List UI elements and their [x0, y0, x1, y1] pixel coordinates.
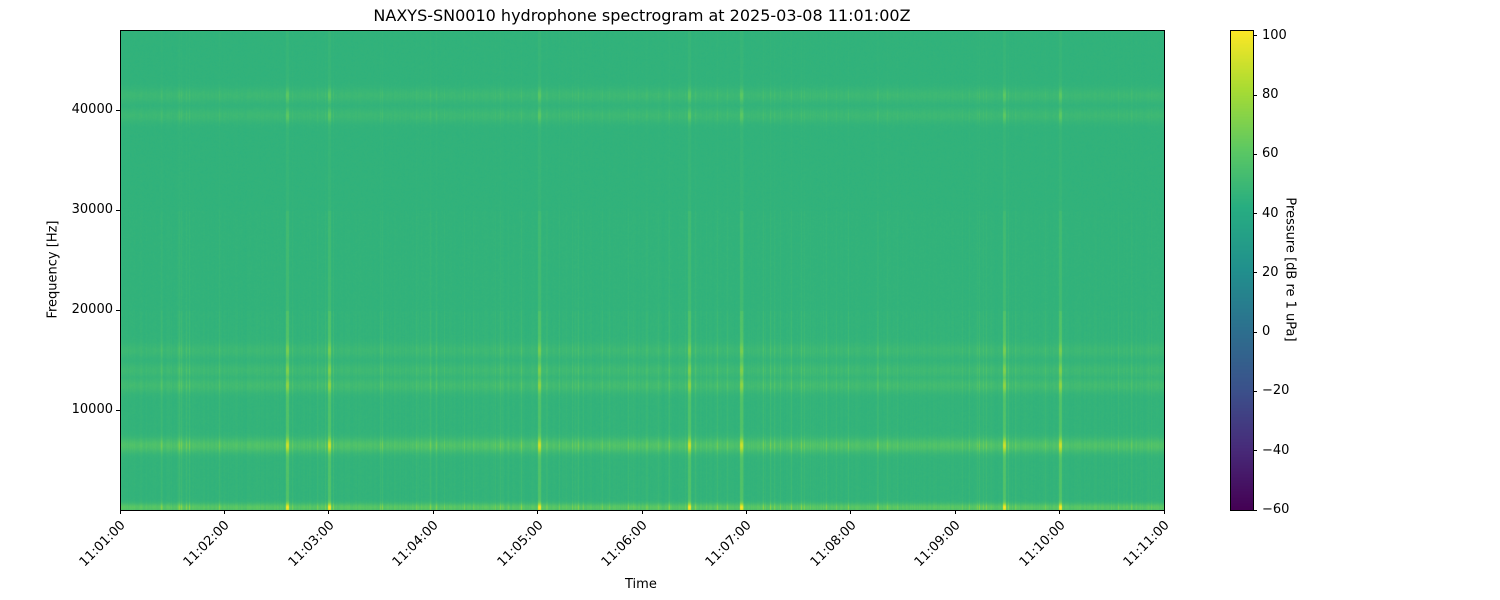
y-tick-label: 10000: [71, 402, 113, 417]
colorbar-tick: [1253, 94, 1257, 96]
y-tick: [116, 109, 120, 111]
y-tick-label: 20000: [71, 302, 113, 317]
x-tick: [641, 510, 643, 514]
x-tick-label: 11:05:00: [494, 518, 547, 570]
colorbar-tick-label: −60: [1262, 502, 1290, 517]
chart-title: NAXYS-SN0010 hydrophone spectrogram at 2…: [373, 6, 911, 25]
colorbar-label: Pressure [dB re 1 uPa]: [1282, 197, 1298, 342]
colorbar-tick-label: 80: [1262, 87, 1279, 103]
y-tick: [116, 409, 120, 411]
x-tick-label: 11:11:00: [1120, 518, 1173, 570]
colorbar-tick-label: 100: [1262, 27, 1287, 43]
x-tick: [954, 510, 956, 514]
colorbar-tick: [1253, 272, 1257, 274]
colorbar-tick: [1253, 509, 1257, 511]
x-tick-label: 11:01:00: [76, 518, 129, 570]
y-tick: [116, 209, 120, 211]
colorbar-tick: [1253, 213, 1257, 215]
x-tick: [537, 510, 539, 514]
x-tick-label: 11:02:00: [181, 518, 233, 570]
y-tick: [116, 309, 120, 311]
colorbar-tick: [1253, 331, 1257, 333]
x-tick: [850, 510, 852, 514]
x-axis-label: Time: [625, 577, 657, 592]
y-axis-label: Frequency [Hz]: [45, 220, 61, 319]
x-tick-label: 11:03:00: [285, 518, 338, 570]
colorbar-tick: [1253, 450, 1257, 452]
x-tick: [119, 510, 121, 514]
x-tick: [432, 510, 434, 514]
colorbar-tick-label: 40: [1262, 205, 1279, 221]
colorbar-tick-label: 0: [1262, 324, 1271, 340]
x-tick-label: 11:08:00: [807, 518, 860, 570]
x-tick-label: 11:07:00: [703, 518, 755, 570]
plot-frame: [120, 30, 1165, 511]
colorbar-tick-label: 60: [1262, 146, 1279, 162]
x-tick: [745, 510, 747, 514]
x-tick: [328, 510, 330, 514]
colorbar-tick: [1253, 153, 1257, 155]
y-tick-label: 30000: [71, 202, 113, 217]
colorbar-tick-label: 20: [1262, 264, 1279, 280]
colorbar-tick: [1253, 390, 1257, 392]
colorbar: [1230, 30, 1253, 510]
x-tick: [223, 510, 225, 514]
spectrogram-heatmap: [120, 30, 1164, 510]
x-tick: [1059, 510, 1061, 514]
x-tick: [1163, 510, 1165, 514]
colorbar-frame: [1230, 30, 1254, 511]
colorbar-tick-label: −40: [1262, 442, 1290, 458]
x-tick-label: 11:04:00: [389, 518, 442, 570]
y-tick-label: 40000: [71, 102, 113, 117]
colorbar-tick: [1253, 35, 1257, 37]
colorbar-tick-label: −20: [1262, 383, 1290, 399]
x-tick-label: 11:06:00: [598, 518, 651, 570]
x-tick-label: 11:09:00: [911, 518, 964, 570]
x-tick-label: 11:10:00: [1016, 518, 1069, 570]
